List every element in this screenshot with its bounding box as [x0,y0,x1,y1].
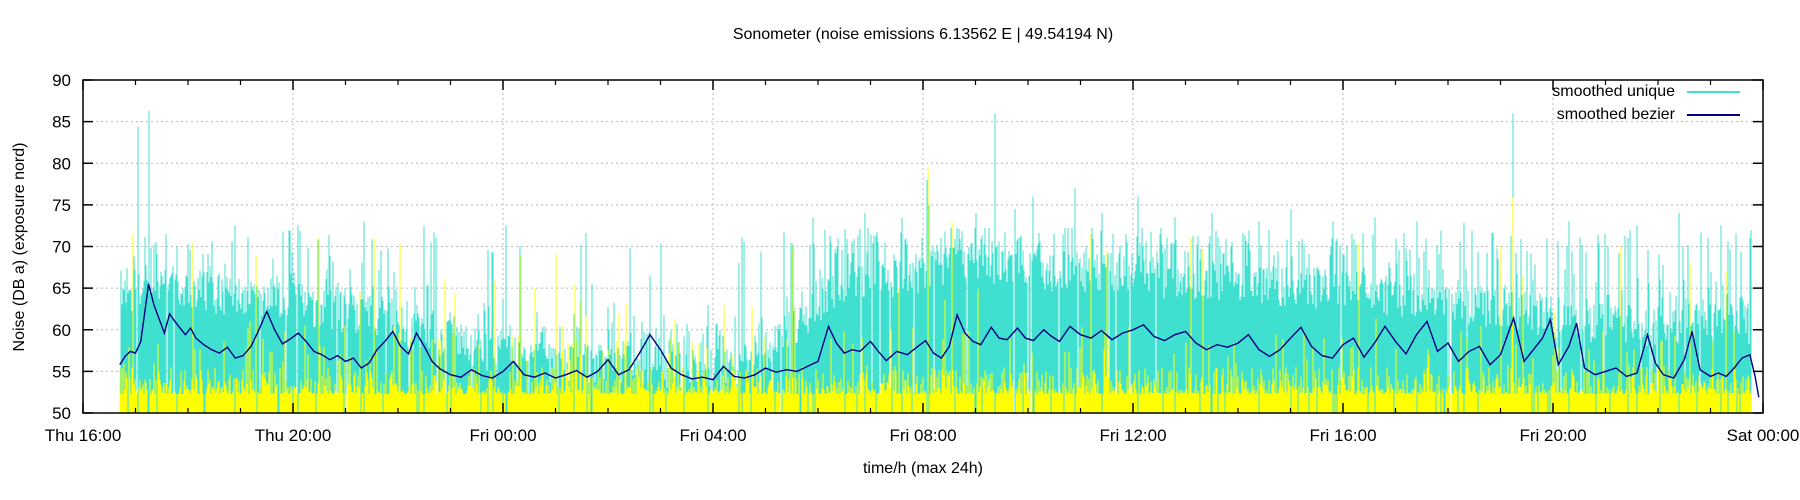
x-tick-label: Fri 16:00 [1309,426,1376,445]
legend-item-smoothed-unique: smoothed unique [1380,80,1755,103]
legend: smoothed unique smoothed bezier [1380,80,1755,126]
x-axis-title: time/h (max 24h) [862,460,984,477]
y-tick-label: 80 [52,154,71,173]
y-tick-label: 65 [52,279,71,298]
series-raw-impulses [119,238,1752,413]
y-tick-label: 70 [52,238,71,257]
y-tick-label: 55 [52,362,71,381]
x-tick-label: Fri 00:00 [469,426,536,445]
series-raw-tall-spikes [132,167,1727,413]
x-tick-label: Thu 20:00 [255,426,332,445]
y-tick-label: 75 [52,196,71,215]
x-tick-label: Fri 20:00 [1519,426,1586,445]
y-tick-label: 90 [52,71,71,90]
series-smoothed-bezier-line [119,283,1760,398]
y-tick-label: 60 [52,321,71,340]
chart-title: Sonometer (noise emissions 6.13562 E | 4… [732,26,1114,43]
y-tick-label: 50 [52,404,71,423]
legend-label-smoothed-bezier: smoothed bezier [1556,105,1675,123]
y-axis-title: Noise (DB a) (exposure nord) [11,142,28,352]
x-tick-label: Sat 00:00 [1727,426,1800,445]
legend-item-smoothed-bezier: smoothed bezier [1380,103,1755,126]
legend-line-sample-unique [1687,90,1740,93]
y-tick-label: 85 [52,113,71,132]
x-tick-label: Fri 04:00 [679,426,746,445]
series-smoothed-unique-tall-spikes [137,110,1722,413]
legend-line-sample-bezier [1687,113,1740,116]
x-tick-label: Thu 16:00 [45,426,122,445]
x-tick-label: Fri 12:00 [1099,426,1166,445]
x-tick-label: Fri 08:00 [889,426,956,445]
legend-label-smoothed-unique: smoothed unique [1552,82,1675,100]
